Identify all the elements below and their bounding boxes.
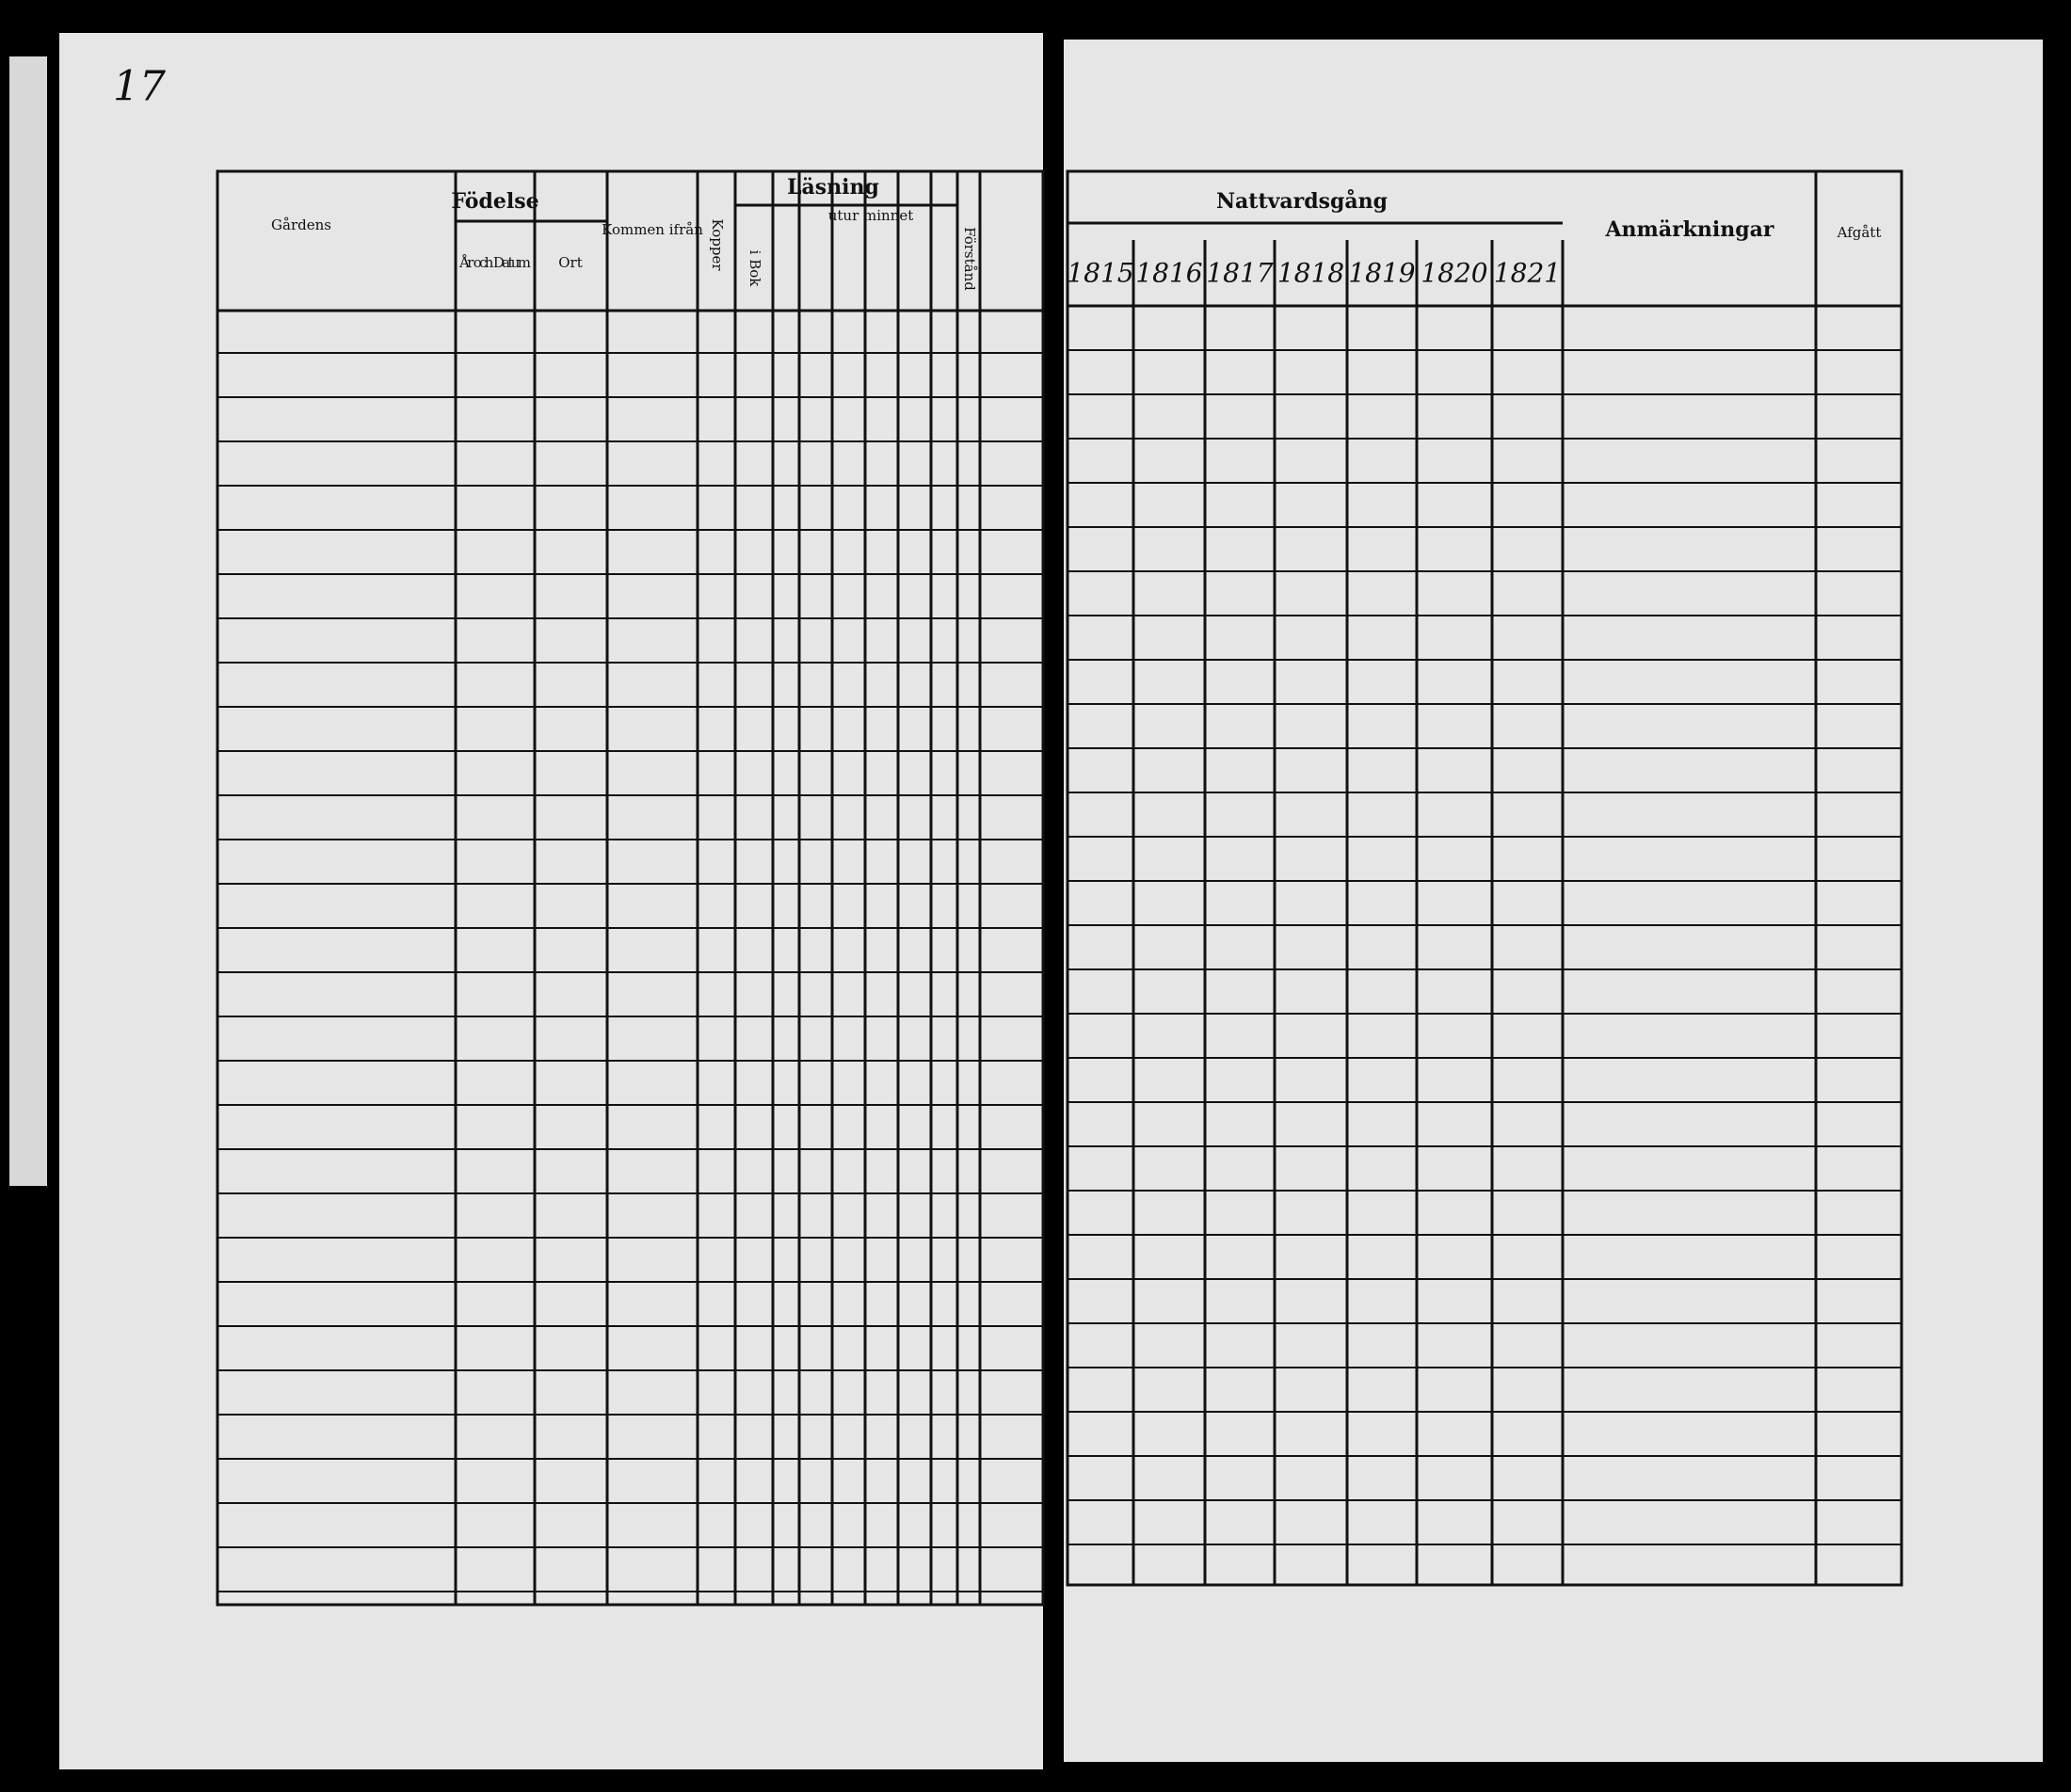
header-understanding: Förstånd	[961, 227, 978, 291]
header-year-date: År och Datum	[458, 254, 531, 271]
year-header: 1820	[1421, 258, 1487, 289]
header-came-from: Kommen ifrån	[602, 221, 703, 238]
header-in-book: i Bok	[747, 250, 763, 288]
header-communion: Nattvardsgång	[1216, 189, 1388, 214]
page-number: 17	[113, 63, 166, 111]
year-header: 1816	[1135, 258, 1202, 289]
left-page	[59, 33, 1043, 1769]
year-header: 1815	[1067, 258, 1133, 289]
year-header: 1821	[1494, 258, 1561, 289]
header-smallpox: Kopper	[709, 218, 726, 271]
header-place: Ort	[558, 254, 583, 271]
right-page	[1064, 40, 2043, 1762]
header-by-heart: utur minnet	[828, 207, 914, 224]
year-header: 1818	[1277, 258, 1344, 289]
year-header: 1817	[1206, 258, 1273, 289]
header-departed: Afgått	[1837, 224, 1882, 241]
left-frame	[216, 169, 1045, 1607]
left-table	[216, 169, 1045, 1607]
page-edge	[9, 56, 47, 1186]
header-name: Gårdens	[271, 216, 331, 233]
right-table	[1066, 169, 1903, 1587]
year-header: 1819	[1348, 258, 1415, 289]
right-frame	[1066, 169, 1903, 1587]
header-remarks: Anmärkningar	[1604, 217, 1774, 242]
header-reading: Läsning	[787, 175, 879, 200]
header-birth: Födelse	[451, 189, 538, 214]
